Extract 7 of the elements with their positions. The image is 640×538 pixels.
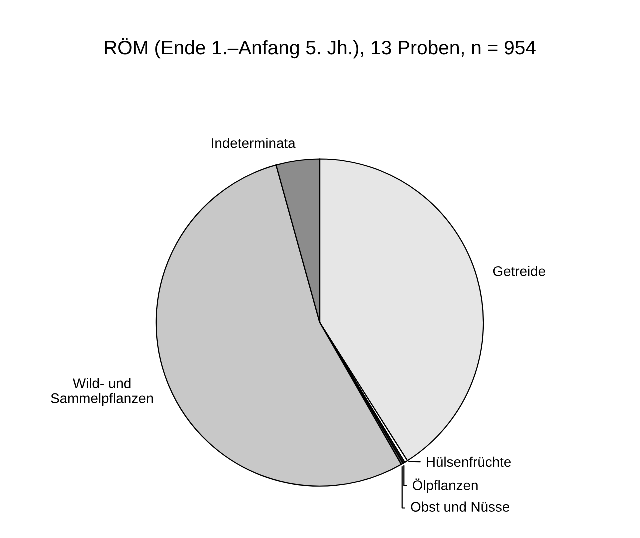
slice-label: Wild- und Sammelpflanzen — [51, 378, 154, 406]
slice-label: Obst und Nüsse — [411, 502, 510, 512]
slice-label: Indeterminata — [212, 138, 296, 148]
slice-label: Ölpflanzen — [412, 478, 478, 494]
slice-label: Hülsenfrüchte — [427, 456, 512, 468]
chart-title: RÖM (Ende 1.–Anfang 5. Jh.), 13 Proben, n = 954 — [105, 38, 536, 59]
slice-label: Getreide — [493, 266, 546, 276]
